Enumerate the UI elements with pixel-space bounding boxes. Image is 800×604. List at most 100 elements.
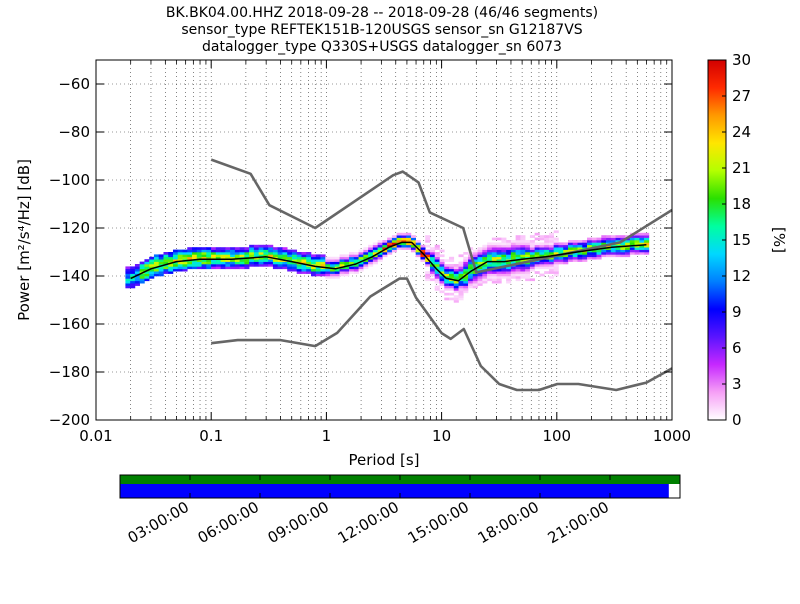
- x-tick-label: 0.01: [79, 427, 112, 445]
- psd-bin: [139, 273, 145, 277]
- psd-bin: [458, 292, 464, 296]
- psd-bin: [525, 273, 531, 277]
- psd-bin: [172, 264, 179, 267]
- psd-bin: [449, 268, 455, 272]
- psd-bin: [377, 254, 383, 258]
- psd-bin: [420, 249, 426, 253]
- psd-bin: [387, 244, 393, 248]
- psd-bin: [168, 266, 174, 270]
- psd-bin: [263, 247, 269, 250]
- psd-bin: [177, 254, 183, 258]
- psd-bin: [534, 237, 540, 241]
- time-tick-label: 03:00:00: [125, 498, 192, 547]
- psd-bin: [477, 278, 483, 282]
- psd-bin: [139, 268, 145, 272]
- psd-bin: [325, 268, 331, 272]
- psd-bin: [539, 259, 545, 262]
- y-tick-label: −160: [49, 315, 90, 333]
- psd-bin: [548, 252, 555, 255]
- psd-bin: [330, 273, 336, 277]
- psd-bin: [249, 244, 255, 248]
- psd-bin: [482, 276, 488, 279]
- psd-bin: [315, 261, 321, 265]
- psd-bin: [501, 247, 507, 250]
- psd-bin: [187, 264, 193, 267]
- psd-bin: [320, 256, 326, 260]
- psd-bin: [410, 244, 416, 248]
- psd-bin: [439, 261, 445, 265]
- psd-bin: [158, 259, 164, 262]
- psd-bin: [249, 252, 255, 255]
- psd-bin: [253, 252, 259, 255]
- psd-bin: [363, 264, 369, 267]
- psd-bin: [506, 252, 512, 255]
- psd-bin: [344, 259, 350, 262]
- psd-bin: [487, 244, 493, 248]
- psd-bin: [196, 259, 202, 262]
- psd-bin: [130, 268, 136, 272]
- psd-bin: [572, 256, 578, 260]
- psd-bin: [225, 256, 231, 260]
- psd-bin: [363, 256, 369, 260]
- psd-bin: [529, 266, 535, 270]
- psd-bin: [182, 249, 188, 253]
- psd-bin: [458, 254, 464, 258]
- psd-bin: [463, 285, 469, 289]
- psd-bin: [149, 264, 155, 267]
- psd-bin: [268, 244, 274, 248]
- psd-bin: [434, 254, 440, 258]
- psd-bin: [244, 252, 250, 255]
- psd-bin: [282, 254, 288, 258]
- psd-bin: [225, 254, 231, 258]
- psd-bin: [172, 256, 179, 260]
- psd-bin: [472, 259, 478, 262]
- psd-bin: [515, 264, 521, 267]
- psd-bin: [482, 252, 488, 255]
- psd-bin: [525, 268, 531, 272]
- psd-bin: [125, 280, 131, 284]
- psd-bin: [401, 237, 407, 241]
- psd-bin: [368, 254, 374, 258]
- psd-bin: [572, 240, 578, 243]
- psd-bin: [553, 273, 559, 277]
- psd-bin: [358, 256, 364, 260]
- psd-bin: [487, 278, 493, 282]
- psd-bin: [296, 256, 302, 260]
- psd-bin: [372, 261, 378, 265]
- psd-bin: [539, 261, 545, 265]
- time-tick-label: 09:00:00: [265, 498, 332, 547]
- psd-bin: [558, 256, 564, 260]
- psd-bin: [377, 247, 383, 250]
- psd-bin: [487, 264, 493, 267]
- psd-bin: [258, 264, 264, 267]
- psd-bin: [315, 268, 321, 272]
- psd-bin: [444, 268, 450, 272]
- psd-bin: [458, 288, 464, 291]
- psd-bin: [501, 268, 507, 272]
- psd-bin: [520, 268, 526, 272]
- psd-bin: [149, 276, 155, 279]
- high-noise-model-line: [210, 158, 673, 274]
- psd-bin: [496, 247, 502, 250]
- psd-bin: [434, 244, 440, 248]
- psd-bin: [429, 252, 436, 255]
- psd-bin: [134, 266, 140, 270]
- psd-bin: [330, 259, 336, 262]
- psd-bin: [349, 259, 355, 262]
- psd-bin: [434, 271, 440, 274]
- psd-bin: [410, 240, 416, 243]
- psd-bin: [496, 264, 502, 267]
- psd-bin: [415, 252, 421, 255]
- psd-bin: [449, 256, 455, 260]
- x-tick-label: 1000: [653, 427, 691, 445]
- psd-bin: [491, 242, 497, 246]
- psd-bin: [520, 240, 526, 243]
- psd-bin: [615, 254, 621, 258]
- psd-bin: [468, 283, 474, 286]
- psd-bin: [177, 256, 183, 260]
- psd-bin: [206, 261, 212, 265]
- psd-bin: [230, 254, 236, 258]
- psd-bin: [463, 264, 469, 267]
- colorbar-tick-label: 24: [732, 123, 751, 141]
- psd-bin: [444, 283, 450, 286]
